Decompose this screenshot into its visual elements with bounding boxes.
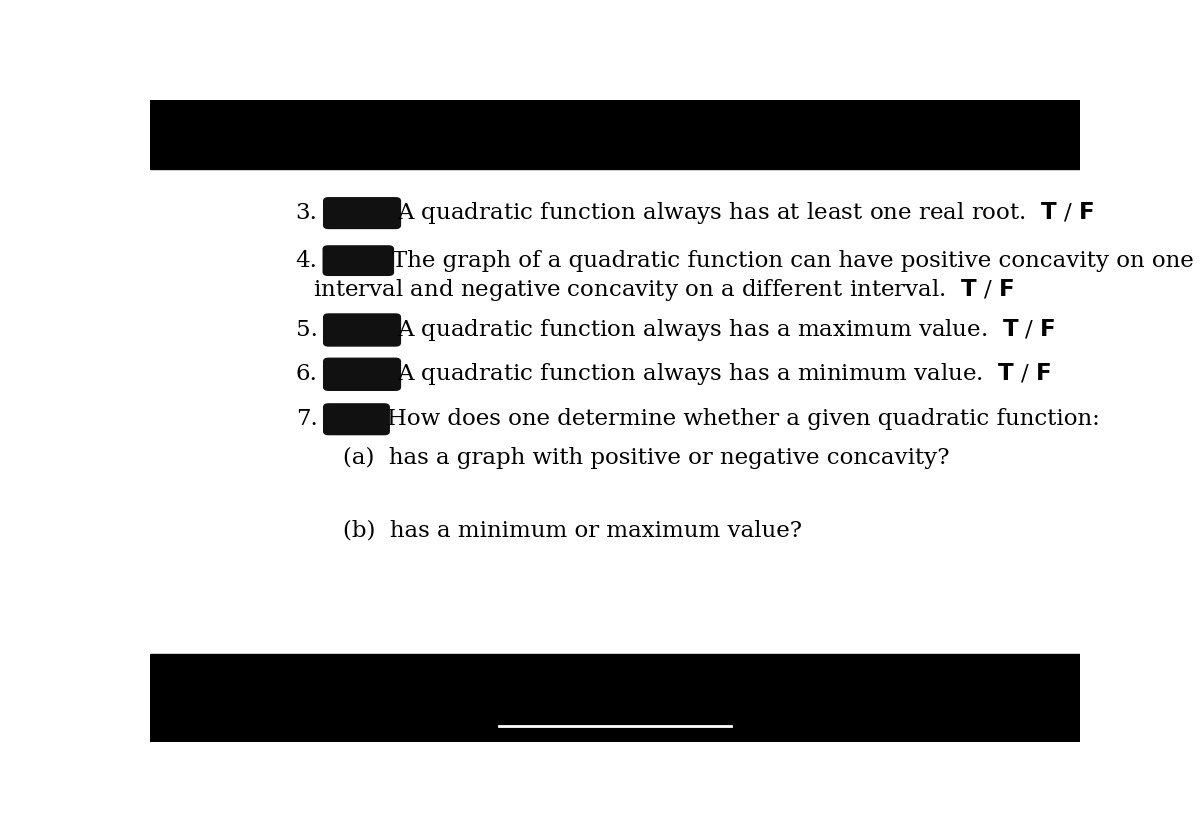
Text: A quadratic function always has at least one real root.  $\mathbf{T}$ / $\mathbf: A quadratic function always has at least… bbox=[397, 200, 1094, 226]
Text: 5.: 5. bbox=[295, 319, 317, 341]
Text: A quadratic function always has a minimum value.  $\mathbf{T}$ / $\mathbf{F}$: A quadratic function always has a minimu… bbox=[397, 361, 1051, 387]
Bar bbox=[150, 100, 1080, 169]
Text: How does one determine whether a given quadratic function:: How does one determine whether a given q… bbox=[388, 409, 1100, 430]
Text: 4.: 4. bbox=[295, 249, 317, 272]
Bar bbox=[150, 655, 1080, 742]
Text: (a)  has a graph with positive or negative concavity?: (a) has a graph with positive or negativ… bbox=[343, 447, 950, 470]
Text: 3.: 3. bbox=[295, 202, 317, 224]
Text: 7.: 7. bbox=[295, 409, 317, 430]
Text: The graph of a quadratic function can have positive concavity on one: The graph of a quadratic function can ha… bbox=[391, 249, 1194, 272]
Text: interval and negative concavity on a different interval.  $\mathbf{T}$ / $\mathb: interval and negative concavity on a dif… bbox=[313, 277, 1014, 303]
FancyBboxPatch shape bbox=[323, 403, 390, 435]
FancyBboxPatch shape bbox=[323, 197, 401, 229]
Text: (b)  has a minimum or maximum value?: (b) has a minimum or maximum value? bbox=[343, 520, 803, 541]
FancyBboxPatch shape bbox=[323, 358, 401, 391]
Text: 6.: 6. bbox=[295, 364, 317, 385]
FancyBboxPatch shape bbox=[323, 314, 401, 347]
Text: A quadratic function always has a maximum value.  $\mathbf{T}$ / $\mathbf{F}$: A quadratic function always has a maximu… bbox=[397, 317, 1056, 343]
FancyBboxPatch shape bbox=[323, 245, 394, 276]
